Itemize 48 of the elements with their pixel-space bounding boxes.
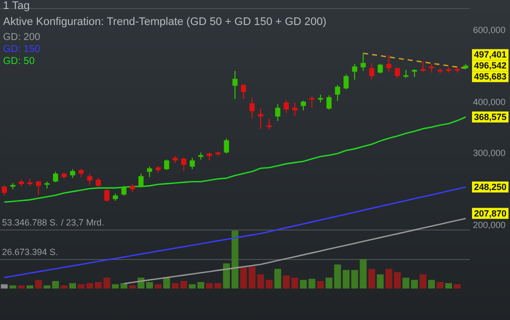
candlestick	[420, 60, 426, 72]
candlestick	[292, 102, 298, 116]
text: Aktive Konfiguration: Trend-Template (GD 50 + GD 150 + GD 200)	[3, 16, 326, 28]
data-label: 207,870	[474, 208, 507, 218]
data-label: 368,575	[474, 112, 507, 122]
candlestick	[378, 63, 383, 74]
candlestick	[275, 104, 280, 122]
y-tick-label: 600,000	[473, 25, 506, 36]
text: GD: 50	[3, 56, 36, 68]
candlestick	[164, 159, 170, 171]
candlestick	[36, 180, 42, 196]
candlestick	[240, 84, 246, 100]
candlestick	[309, 96, 314, 108]
y2-axis-title: / 23,7 Mrd.	[61, 218, 104, 228]
candlestick	[190, 157, 195, 170]
candlestick	[250, 98, 255, 119]
candlestick	[334, 84, 340, 102]
y-tick-label: 400,000	[473, 96, 506, 107]
candlestick	[146, 166, 152, 178]
text: GD: 200	[3, 32, 40, 44]
y-tick-label: 300,000	[473, 148, 506, 158]
text: GD: 150	[3, 44, 40, 56]
y-tick-label: 200,000	[473, 220, 506, 230]
candlestick	[52, 171, 58, 183]
candlestick	[326, 94, 332, 110]
candlestick	[181, 157, 186, 172]
candlestick	[360, 52, 366, 72]
candlestick	[87, 173, 92, 186]
candlestick	[138, 173, 144, 188]
candlestick	[352, 63, 358, 80]
candlestick	[121, 185, 126, 196]
candlestick	[104, 188, 110, 202]
candlestick	[232, 70, 238, 100]
candlestick	[344, 74, 349, 90]
text: 497,401	[474, 50, 507, 60]
candlestick	[2, 184, 7, 196]
candlestick	[369, 62, 374, 80]
text: 496,542	[474, 60, 507, 71]
y2-tick-label: 53.346.788 S.	[2, 218, 58, 228]
data-label: 248,250	[474, 182, 507, 192]
candlestick	[258, 108, 264, 130]
y2-tick-label: 26.673.394 S.	[2, 246, 58, 257]
candlestick	[224, 138, 230, 154]
candlestick	[394, 66, 400, 78]
chart-title: 1 Tag	[3, 0, 30, 12]
candlestick	[284, 99, 289, 114]
candlestick	[300, 100, 306, 111]
text: 495,683	[474, 72, 507, 82]
